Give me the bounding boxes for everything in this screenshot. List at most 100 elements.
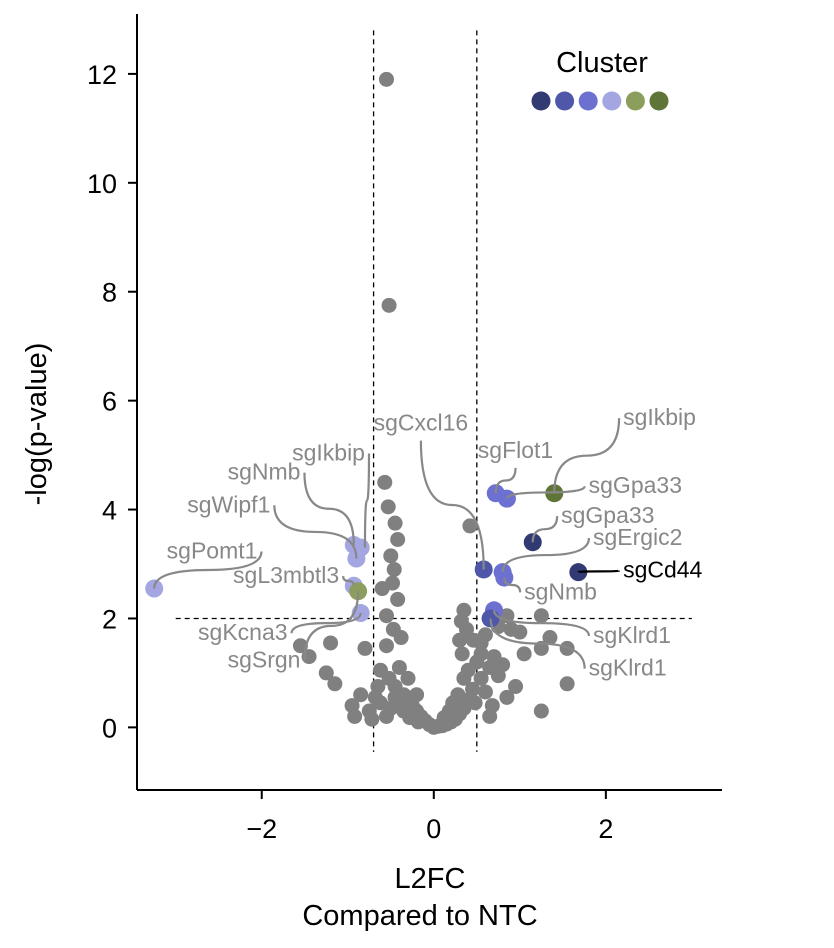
annotation-leader [577, 569, 621, 574]
data-point [390, 532, 406, 548]
legend-title: Cluster [556, 47, 648, 79]
data-point [409, 687, 425, 703]
data-point [323, 635, 339, 651]
y-tick-label: 12 [87, 60, 117, 90]
data-point [473, 646, 489, 662]
data-point [465, 632, 481, 648]
annotation-leader [153, 551, 263, 589]
annotation-leaders [153, 418, 621, 669]
data-point [386, 561, 402, 577]
data-point [410, 714, 426, 730]
data-point [533, 608, 549, 624]
data-point [383, 548, 399, 564]
annotation-label: sgCxcl16 [374, 410, 469, 436]
annotation-label: sgPomt1 [167, 538, 258, 564]
y-axis-title: -log(p-value) [21, 343, 53, 506]
annotation-label: sgIkbip [292, 440, 365, 466]
annotation-leader [303, 472, 355, 545]
data-point [462, 518, 478, 534]
legend-swatch [531, 91, 551, 111]
legend-swatch [578, 91, 598, 111]
annotation-label: sgKlrd1 [589, 655, 667, 681]
data-point [477, 627, 493, 643]
annotation-leader [303, 591, 360, 661]
annotation-labels: sgIkbipsgNmbsgWipf1sgPomt1sgL3mbtl3sgKcn… [167, 404, 703, 680]
annotation-leader [273, 505, 358, 559]
x-tick-label: 0 [426, 814, 441, 844]
annotation-label: sgSrgn [228, 646, 301, 672]
annotation-leader [290, 612, 362, 634]
x-ticks: −2 0 2 [246, 790, 613, 844]
data-point [495, 657, 511, 673]
annotation-label: sgErgic2 [593, 524, 682, 550]
legend: Cluster [531, 47, 669, 111]
annotation-leader [494, 467, 517, 494]
annotation-leader [531, 516, 559, 543]
data-point [327, 676, 343, 692]
legend-swatches [531, 91, 669, 111]
data-point [508, 679, 524, 695]
data-point [391, 659, 407, 675]
data-point [378, 71, 394, 87]
data-points [145, 71, 588, 735]
data-point [458, 621, 474, 637]
annotation-label: sgIkbip [623, 404, 696, 430]
y-tick-label: 2 [102, 604, 117, 634]
data-point [378, 638, 394, 654]
annotation-leader [505, 485, 586, 500]
annotation-label: sgL3mbtl3 [233, 562, 339, 588]
data-point [482, 708, 498, 724]
x-tick-label: −2 [246, 814, 277, 844]
threshold-lines [175, 30, 692, 752]
data-point [377, 474, 393, 490]
data-point [393, 630, 409, 646]
annotation-label: sgFlot1 [478, 437, 553, 463]
x-axis-title: L2FC [395, 863, 466, 895]
y-ticks: 0 2 4 6 8 10 12 [87, 60, 137, 743]
data-point [378, 608, 394, 624]
annotation-leader [489, 618, 586, 669]
annotation-leader [503, 577, 522, 593]
data-point [454, 646, 470, 662]
x-axis-subtitle: Compared to NTC [302, 900, 537, 932]
data-point [436, 710, 452, 726]
annotation-leader [342, 575, 355, 586]
data-point [318, 665, 334, 681]
legend-swatch [649, 91, 669, 111]
data-point [499, 689, 515, 705]
data-point [559, 676, 575, 692]
data-point [391, 695, 407, 711]
data-point [364, 711, 380, 727]
annotation-leader [492, 610, 591, 637]
data-point [467, 695, 483, 711]
annotation-leader [419, 440, 485, 570]
legend-swatch [602, 91, 622, 111]
data-point [512, 624, 528, 640]
data-point [353, 687, 369, 703]
data-point [381, 297, 397, 313]
annotation-label: sgKcna3 [198, 619, 288, 645]
data-point [374, 581, 390, 597]
data-point [387, 515, 403, 531]
axes [136, 14, 722, 791]
annotation-label: sgCd44 [623, 557, 702, 583]
legend-swatch [625, 91, 645, 111]
annotation-label: sgWipf1 [187, 491, 270, 517]
annotation-label: sgKlrd1 [593, 622, 671, 648]
data-point [516, 646, 532, 662]
data-point [477, 684, 493, 700]
data-point [542, 630, 558, 646]
x-tick-label: 2 [598, 814, 613, 844]
data-point [390, 591, 406, 607]
data-point [473, 670, 489, 686]
annotation-leader [501, 537, 591, 573]
data-point [367, 689, 383, 705]
legend-swatch [555, 91, 575, 111]
data-point [533, 703, 549, 719]
annotation-leader [553, 418, 621, 494]
annotation-label: sgNmb [228, 459, 301, 485]
y-tick-label: 8 [102, 278, 117, 308]
data-point [378, 708, 394, 724]
data-point [380, 499, 396, 515]
